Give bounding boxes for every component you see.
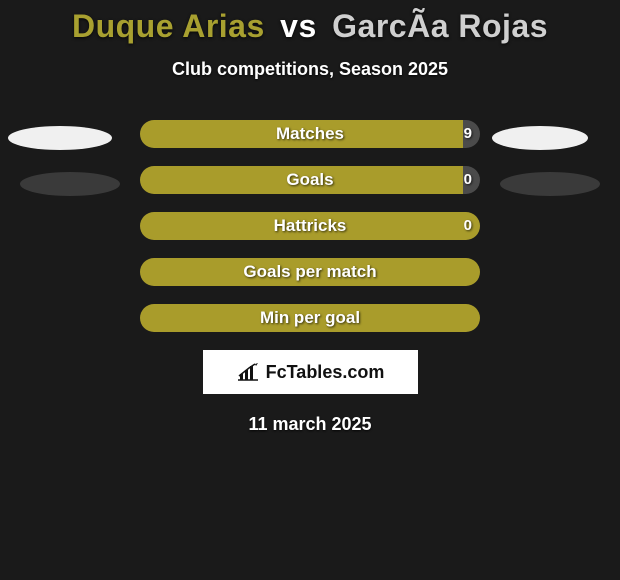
player1-name: Duque Arias [72, 8, 265, 44]
bar-label: Min per goal [140, 304, 480, 332]
bar-label: Hattricks [140, 212, 480, 240]
bar-row: 0Goals [140, 166, 480, 194]
bar-row: Min per goal [140, 304, 480, 332]
bar-label: Goals per match [140, 258, 480, 286]
attribution-badge[interactable]: FcTables.com [203, 350, 418, 394]
side-ellipse [500, 172, 600, 196]
subtitle: Club competitions, Season 2025 [0, 59, 620, 80]
comparison-widget: Duque Arias vs GarcÃa Rojas Club competi… [0, 0, 620, 580]
bar-label: Goals [140, 166, 480, 194]
barchart-icon [236, 362, 260, 382]
bar-row: 9Matches [140, 120, 480, 148]
bar-label: Matches [140, 120, 480, 148]
comparison-bars: 9Matches 0Goals 0Hattricks Goals per match M… [140, 120, 480, 332]
attribution-text: FcTables.com [266, 362, 385, 383]
player2-name: GarcÃa Rojas [332, 8, 548, 44]
side-ellipse [20, 172, 120, 196]
bar-row: Goals per match [140, 258, 480, 286]
side-ellipse [8, 126, 112, 150]
page-title: Duque Arias vs GarcÃa Rojas [0, 8, 620, 45]
side-ellipse [492, 126, 588, 150]
vs-separator: vs [280, 8, 317, 44]
bar-row: 0Hattricks [140, 212, 480, 240]
date-label: 11 march 2025 [0, 414, 620, 435]
